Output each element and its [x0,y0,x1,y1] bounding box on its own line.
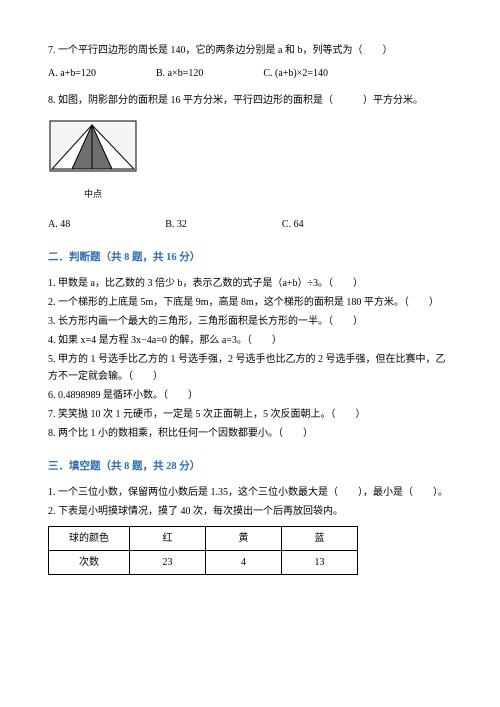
ball-table: 球的颜色 红 黄 蓝 次数 23 4 13 [48,526,358,575]
s2-item-4: 4. 如果 x=4 是方程 3x−4a=0 的解，那么 a=3。（ ） [48,332,452,349]
q7-text: 7. 一个平行四边形的周长是 140，它的两条边分别是 a 和 b，列等式为（ … [48,42,452,59]
td-yellow: 4 [206,550,282,574]
page-content: 7. 一个平行四边形的周长是 140，它的两条边分别是 a 和 b，列等式为（ … [0,0,500,595]
th-yellow: 黄 [206,526,282,550]
q8-opt-a: A. 48 [48,216,70,233]
q7-opt-c: C. (a+b)×2=140 [263,65,328,82]
q8-opt-b: B. 32 [165,216,187,233]
s2-item-2: 2. 一个梯形的上底是 5m，下底是 9m，高是 8m，这个梯形的面积是 180… [48,294,452,311]
table-row: 次数 23 4 13 [49,550,358,574]
q8-text: 8. 如图，阴影部分的面积是 16 平方分米，平行四边形的面积是（ ）平方分米。 [48,92,452,109]
q7-opt-b: B. a×b=120 [156,65,203,82]
th-blue: 蓝 [282,526,358,550]
s2-item-7: 7. 笑笑抛 10 次 1 元硬币，一定是 5 次正面朝上，5 次反面朝上。（ … [48,406,452,423]
q8-figure-label: 中点 [48,187,138,202]
s3-item-1: 1. 一个三位小数，保留两位小数后是 1.35，这个三位小数最大是（ ），最小是… [48,484,452,501]
section3-items: 1. 一个三位小数，保留两位小数后是 1.35，这个三位小数最大是（ ），最小是… [48,484,452,520]
th-color: 球的颜色 [49,526,130,550]
section3-heading: 三．填空题（共 8 题，共 28 分） [48,458,452,476]
td-red: 23 [130,550,206,574]
parallelogram-icon [48,119,138,179]
q7-options: A. a+b=120 B. a×b=120 C. (a+b)×2=140 [48,65,452,82]
s2-item-1: 1. 甲数是 a，比乙数的 3 倍少 b，表示乙数的式子是（a+b）÷3。（ ） [48,275,452,292]
s2-item-8: 8. 两个比 1 小的数相乘，积比任何一个因数都要小。（ ） [48,425,452,442]
td-label: 次数 [49,550,130,574]
s2-item-6: 6. 0.4898989 是循环小数。（ ） [48,387,452,404]
q8-options: A. 48 B. 32 C. 64 [48,216,452,233]
q8-figure: 中点 [48,119,452,202]
s2-item-3: 3. 长方形内画一个最大的三角形，三角形面积是长方形的一半。（ ） [48,313,452,330]
th-red: 红 [130,526,206,550]
td-blue: 13 [282,550,358,574]
s2-item-5: 5. 甲方的 1 号选手比乙方的 1 号选手强，2 号选手也比乙方的 2 号选手… [48,351,452,385]
s3-item-2: 2. 下表是小明摸球情况，摸了 40 次，每次摸出一个后再放回袋内。 [48,503,452,520]
section2-heading: 二．判断题（共 8 题，共 16 分） [48,249,452,267]
q7-opt-a: A. a+b=120 [48,65,96,82]
section2-items: 1. 甲数是 a，比乙数的 3 倍少 b，表示乙数的式子是（a+b）÷3。（ ）… [48,275,452,442]
q8-opt-c: C. 64 [282,216,304,233]
table-header-row: 球的颜色 红 黄 蓝 [49,526,358,550]
